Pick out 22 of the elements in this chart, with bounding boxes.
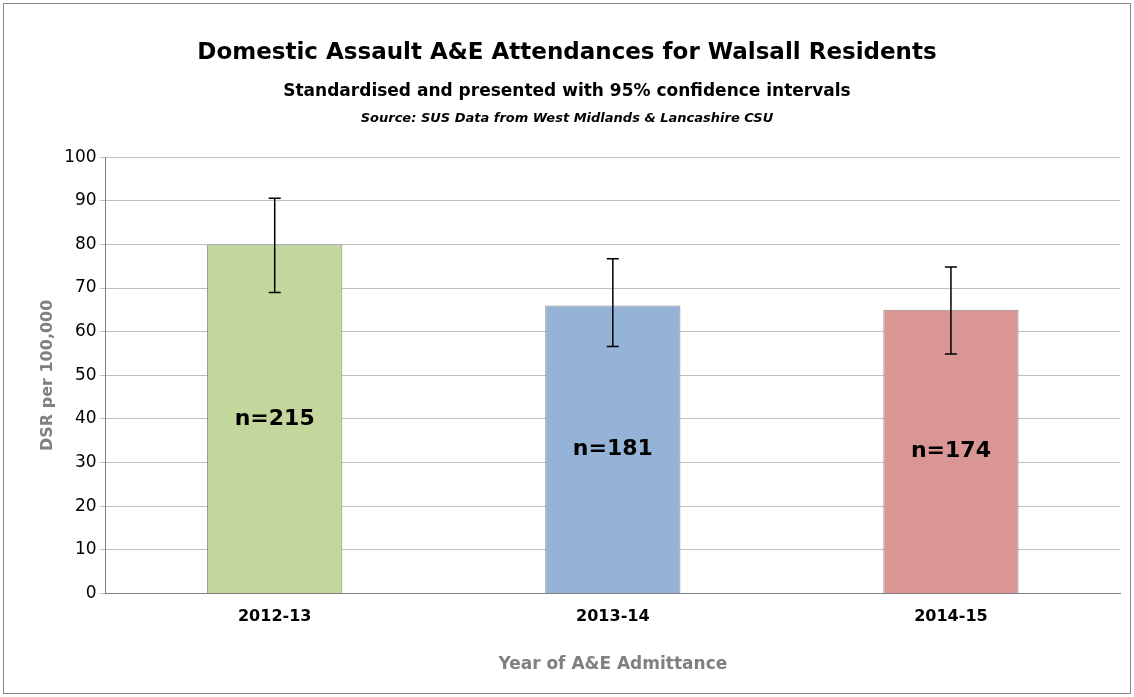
annotation: n=181	[572, 435, 653, 461]
x-tick-label: 2014-15	[914, 606, 988, 626]
y-tick-label: 30	[75, 450, 97, 471]
y-tick-label: 0	[85, 581, 97, 602]
y-tick-label: 90	[75, 189, 97, 210]
y-tick-label: 60	[75, 320, 97, 341]
y-tick-label: 70	[75, 276, 97, 297]
chart-subtitle: Standardised and presented with 95% confidence intervals	[282, 80, 852, 100]
y-tick-label: 20	[75, 494, 97, 515]
y-axis-title: DSR per 100,000	[36, 299, 56, 451]
x-axis-title: Year of A&E Admittance	[497, 653, 728, 674]
annotation: n=174	[910, 437, 991, 463]
y-tick-label: 100	[64, 145, 97, 166]
x-tick-label: 2013-14	[576, 606, 650, 626]
y-tick-label: 80	[75, 232, 97, 253]
y-tick-label: 50	[75, 363, 97, 384]
annotation: n=215	[234, 404, 315, 430]
y-tick-label: 40	[75, 407, 97, 428]
x-tick-label: 2012-13	[237, 606, 312, 626]
source-note: Source: SUS Data from West Midlands & Lancashire CSU	[359, 110, 775, 125]
chart-title: Domestic Assault A&E Attendances for Walsall Residents	[196, 38, 938, 64]
y-tick-label: 10	[75, 538, 97, 559]
